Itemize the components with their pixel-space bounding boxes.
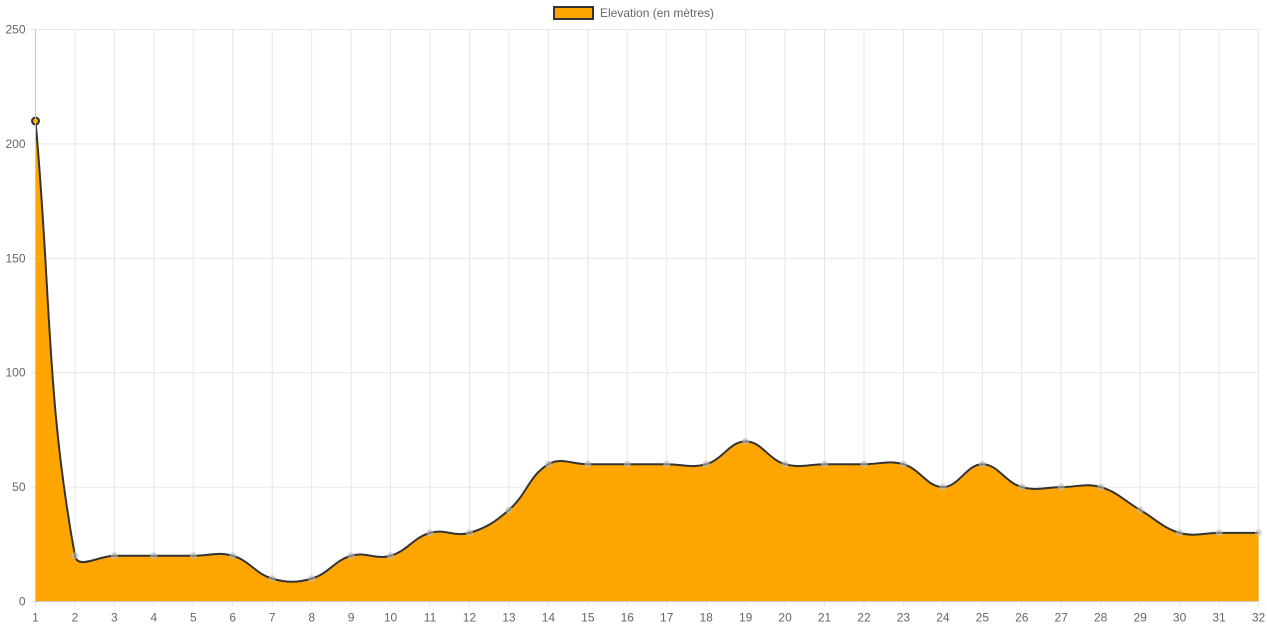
data-point[interactable]: [1018, 483, 1026, 491]
x-tick-label: 21: [818, 611, 832, 625]
x-tick-label: 12: [463, 611, 477, 625]
x-tick-label: 14: [542, 611, 556, 625]
x-tick-label: 31: [1212, 611, 1226, 625]
data-point[interactable]: [663, 460, 671, 468]
data-point[interactable]: [544, 460, 552, 468]
data-point[interactable]: [505, 506, 513, 514]
x-tick-label: 30: [1173, 611, 1187, 625]
x-tick-label: 8: [308, 611, 315, 625]
y-tick-label: 150: [5, 251, 25, 265]
y-tick-label: 250: [5, 23, 25, 37]
data-point[interactable]: [623, 460, 631, 468]
x-tick-label: 9: [348, 611, 355, 625]
legend-label[interactable]: Elevation (en mètres): [600, 6, 714, 20]
data-point[interactable]: [189, 552, 197, 560]
y-tick-label: 100: [5, 366, 25, 380]
data-point[interactable]: [268, 575, 276, 583]
y-tick-label: 200: [5, 137, 25, 151]
x-tick-label: 5: [190, 611, 197, 625]
data-point[interactable]: [347, 552, 355, 560]
y-tick-label: 0: [19, 595, 26, 609]
x-tick-label: 3: [111, 611, 118, 625]
x-tick-label: 27: [1055, 611, 1069, 625]
x-tick-label: 15: [581, 611, 595, 625]
data-point[interactable]: [387, 552, 395, 560]
x-tick-label: 28: [1094, 611, 1108, 625]
x-tick-label: 6: [229, 611, 236, 625]
data-point[interactable]: [1255, 529, 1262, 537]
data-point[interactable]: [781, 460, 789, 468]
x-tick-label: 2: [72, 611, 79, 625]
data-point[interactable]: [71, 552, 79, 560]
data-point[interactable]: [465, 529, 473, 537]
x-tick-label: 17: [660, 611, 674, 625]
data-point[interactable]: [229, 552, 237, 560]
data-point[interactable]: [939, 483, 947, 491]
y-tick-label: 50: [12, 480, 26, 494]
data-point[interactable]: [110, 552, 118, 560]
x-tick-label: 10: [384, 611, 398, 625]
x-tick-label: 19: [739, 611, 753, 625]
x-tick-label: 22: [857, 611, 871, 625]
x-tick-label: 13: [502, 611, 516, 625]
x-tick-label: 25: [976, 611, 990, 625]
x-tick-label: 1: [32, 611, 39, 625]
data-point[interactable]: [899, 460, 907, 468]
data-point[interactable]: [821, 460, 829, 468]
x-tick-label: 24: [936, 611, 950, 625]
data-point[interactable]: [426, 529, 434, 537]
data-point[interactable]: [584, 460, 592, 468]
data-point[interactable]: [308, 575, 316, 583]
data-point[interactable]: [1176, 529, 1184, 537]
x-tick-label: 32: [1252, 611, 1266, 625]
data-point[interactable]: [978, 460, 986, 468]
legend-swatch[interactable]: [553, 6, 594, 20]
data-point[interactable]: [1136, 506, 1144, 514]
data-point[interactable]: [860, 460, 868, 468]
data-point[interactable]: [742, 437, 750, 445]
area-layer: [34, 120, 1259, 602]
x-tick-label: 11: [424, 611, 437, 625]
x-tick-label: 7: [269, 611, 276, 625]
x-tick-label: 20: [778, 611, 792, 625]
x-tick-label: 18: [699, 611, 713, 625]
data-point[interactable]: [1057, 483, 1065, 491]
x-tick-label: 4: [151, 611, 158, 625]
points-layer: [31, 116, 1262, 583]
data-point[interactable]: [1097, 483, 1105, 491]
x-tick-label: 26: [1015, 611, 1029, 625]
x-tick-label: 23: [897, 611, 911, 625]
x-tick-label: 29: [1133, 611, 1147, 625]
legend[interactable]: Elevation (en mètres): [553, 6, 714, 20]
data-point[interactable]: [702, 460, 710, 468]
x-tick-label: 16: [621, 611, 635, 625]
area-fill: [35, 121, 1259, 602]
data-point[interactable]: [150, 552, 158, 560]
data-point[interactable]: [1215, 529, 1223, 537]
